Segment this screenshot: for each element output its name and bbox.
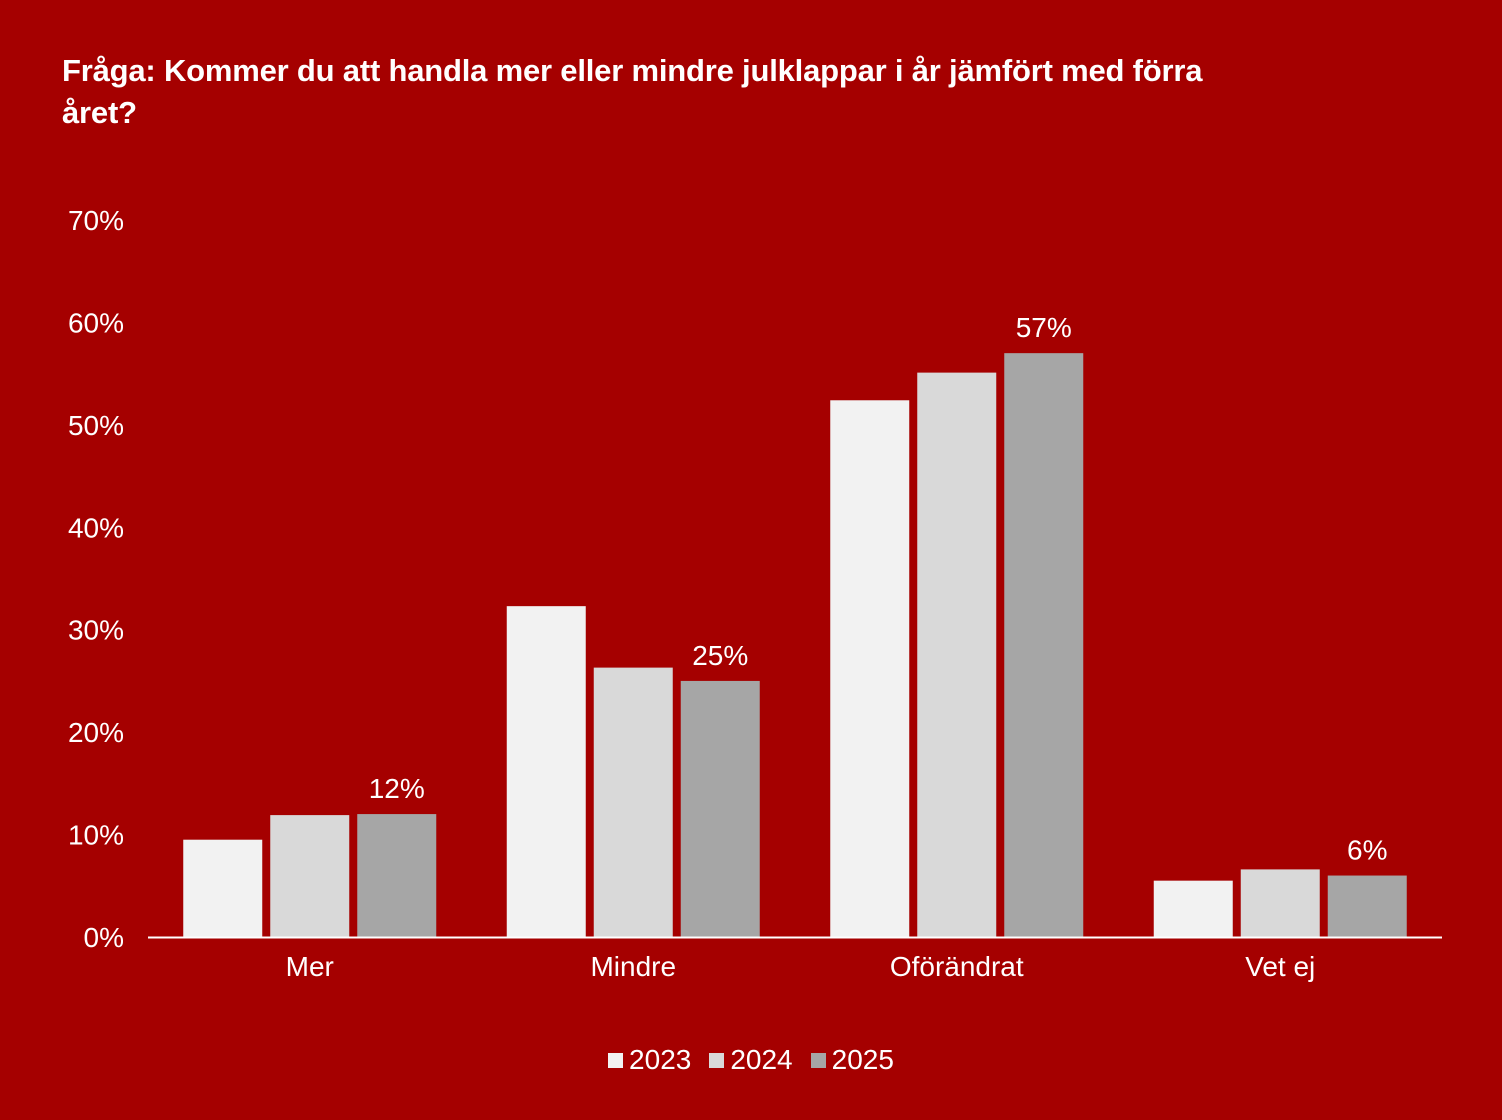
x-tick-label: Oförändrat	[890, 951, 1024, 982]
bar-2023-mer	[183, 839, 263, 937]
x-axis-labels: Mer Mindre Oförändrat Vet ej	[286, 951, 1316, 982]
data-label: 12%	[369, 773, 425, 804]
legend-swatch	[608, 1052, 624, 1068]
data-labels-group: 12% 25% 57% 6%	[369, 312, 1388, 865]
bar-2024-vet-ej	[1240, 869, 1320, 937]
bar-2024-mer	[270, 815, 350, 937]
legend-label: 2024	[730, 1044, 793, 1075]
y-tick-label: 40%	[68, 512, 124, 543]
y-axis-ticks: 0% 10% 20% 30% 40% 50% 60% 70%	[68, 205, 124, 953]
bar-2025-oförändrat	[1004, 353, 1084, 938]
bar-2025-mindre	[680, 680, 760, 937]
legend-label: 2023	[629, 1044, 692, 1075]
x-tick-label: Mindre	[590, 951, 676, 982]
y-tick-label: 0%	[84, 922, 124, 953]
bar-2025-mer	[357, 814, 437, 937]
data-label: 57%	[1016, 312, 1072, 343]
y-tick-label: 20%	[68, 717, 124, 748]
legend-swatch	[810, 1052, 826, 1068]
y-tick-label: 30%	[68, 615, 124, 646]
legend-item-2025: 2025	[810, 1044, 894, 1076]
bar-2024-oförändrat	[917, 372, 997, 938]
y-tick-label: 60%	[68, 307, 124, 338]
bar-2023-oförändrat	[830, 400, 910, 937]
bar-2023-mindre	[506, 606, 586, 937]
chart-title: Fråga: Kommer du att handla mer eller mi…	[62, 53, 1203, 130]
legend-item-2023: 2023	[608, 1044, 691, 1076]
data-label: 6%	[1347, 835, 1387, 866]
y-tick-label: 10%	[68, 820, 124, 851]
y-tick-label: 70%	[68, 205, 124, 236]
bar-2024-mindre	[593, 667, 673, 937]
legend-item-2024: 2024	[709, 1044, 793, 1076]
x-tick-label: Vet ej	[1245, 951, 1315, 982]
y-tick-label: 50%	[68, 410, 124, 441]
x-tick-label: Mer	[286, 951, 334, 982]
data-label: 25%	[692, 640, 748, 671]
legend-label: 2025	[831, 1044, 894, 1075]
bar-2023-vet-ej	[1153, 880, 1233, 937]
bar-2025-vet-ej	[1327, 875, 1407, 937]
legend: 2023 2024 2025	[0, 1044, 1502, 1076]
bars-group	[183, 353, 1407, 938]
legend-swatch	[709, 1052, 725, 1068]
